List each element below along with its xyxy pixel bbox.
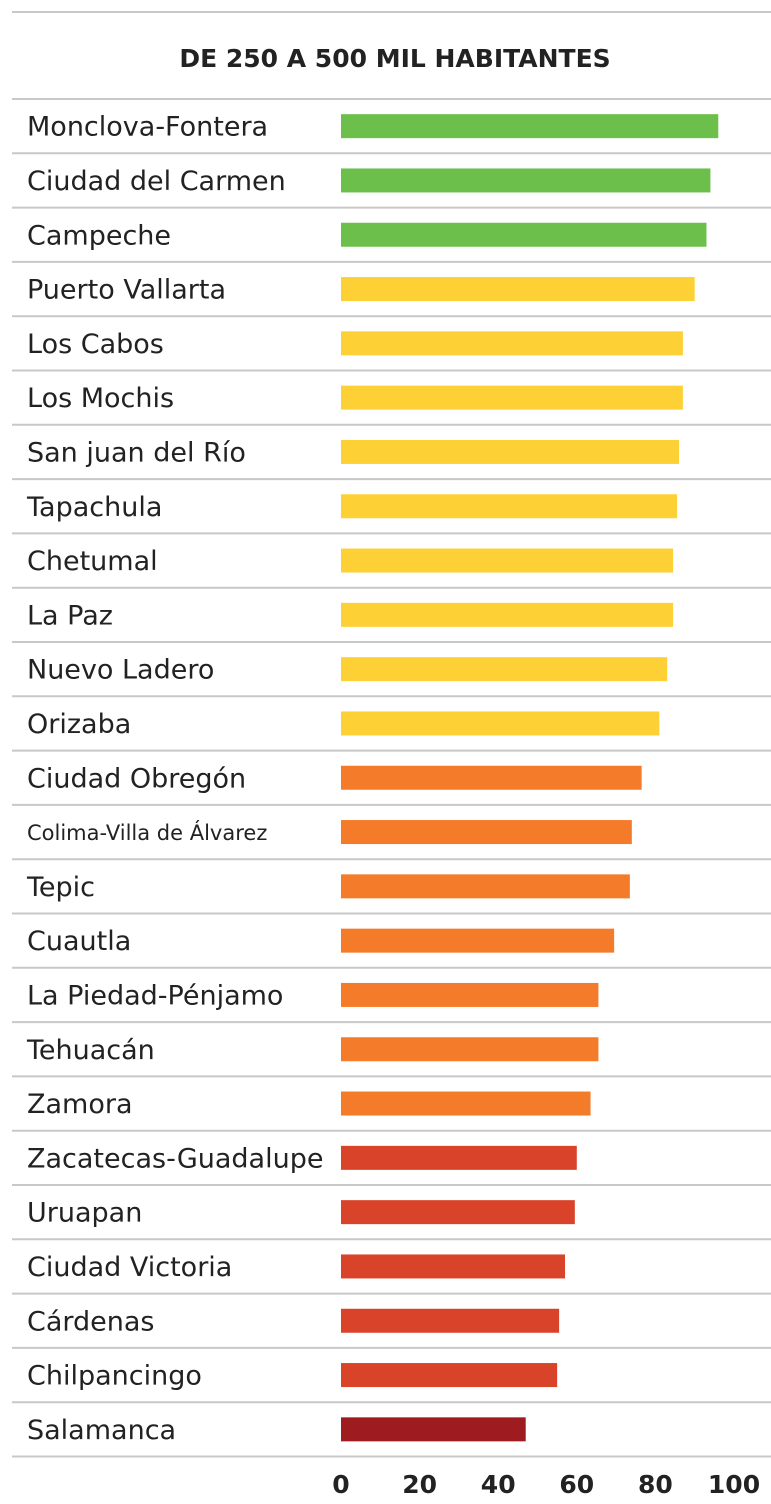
category-label: Tapachula bbox=[26, 492, 162, 523]
category-label: Tepic bbox=[26, 872, 95, 903]
bar bbox=[341, 602, 674, 627]
category-label: Ciudad Obregón bbox=[27, 763, 246, 794]
category-label: La Paz bbox=[27, 600, 113, 631]
x-tick-label: 40 bbox=[481, 1470, 516, 1499]
bar bbox=[341, 657, 668, 682]
category-label: Monclova-Fontera bbox=[27, 112, 268, 143]
category-label: Los Cabos bbox=[27, 329, 164, 360]
category-label: Tehuacán bbox=[26, 1035, 155, 1066]
bar bbox=[341, 1363, 558, 1388]
x-tick-label: 60 bbox=[559, 1470, 594, 1499]
category-label: Uruapan bbox=[27, 1198, 142, 1229]
category-label: Nuevo Ladero bbox=[27, 655, 214, 686]
category-label: Zacatecas-Guadalupe bbox=[27, 1143, 323, 1174]
category-label: Zamora bbox=[27, 1089, 133, 1120]
bar bbox=[341, 1308, 560, 1333]
category-label: Ciudad Victoria bbox=[27, 1252, 232, 1283]
bar bbox=[341, 1417, 526, 1442]
bar bbox=[341, 982, 599, 1007]
bar bbox=[341, 385, 683, 410]
bar bbox=[341, 439, 679, 464]
category-label: Puerto Vallarta bbox=[27, 275, 226, 306]
bar bbox=[341, 277, 695, 302]
category-label: Los Mochis bbox=[27, 383, 174, 414]
bar bbox=[341, 711, 660, 736]
category-label: Chetumal bbox=[27, 546, 158, 577]
category-label: Colima-Villa de Álvarez bbox=[27, 820, 267, 845]
bar bbox=[341, 331, 683, 356]
bar bbox=[341, 1145, 577, 1170]
bar bbox=[341, 1254, 566, 1279]
category-label: Cárdenas bbox=[27, 1306, 155, 1337]
bar bbox=[341, 1037, 599, 1062]
x-tick-label: 100 bbox=[708, 1470, 760, 1499]
bar bbox=[341, 494, 678, 519]
bar bbox=[341, 820, 632, 845]
bar bbox=[341, 548, 674, 573]
bar bbox=[341, 765, 642, 790]
bar bbox=[341, 874, 630, 899]
category-label: Ciudad del Carmen bbox=[27, 166, 286, 197]
bar bbox=[341, 114, 719, 139]
bar bbox=[341, 168, 711, 193]
chart-title: DE 250 A 500 MIL HABITANTES bbox=[179, 44, 610, 73]
category-label: Cuautla bbox=[27, 926, 131, 957]
x-tick-label: 20 bbox=[402, 1470, 437, 1499]
category-label: Campeche bbox=[27, 220, 171, 251]
category-label: Salamanca bbox=[27, 1415, 176, 1446]
category-label: San juan del Río bbox=[27, 437, 246, 468]
category-label: La Piedad-Pénjamo bbox=[27, 980, 283, 1011]
bar bbox=[341, 1091, 591, 1116]
category-label: Orizaba bbox=[27, 709, 131, 740]
bar bbox=[341, 1200, 575, 1225]
bar bbox=[341, 222, 707, 247]
category-label: Chilpancingo bbox=[27, 1361, 202, 1392]
x-tick-label: 0 bbox=[332, 1470, 349, 1499]
bar bbox=[341, 928, 615, 953]
x-tick-label: 80 bbox=[638, 1470, 673, 1499]
